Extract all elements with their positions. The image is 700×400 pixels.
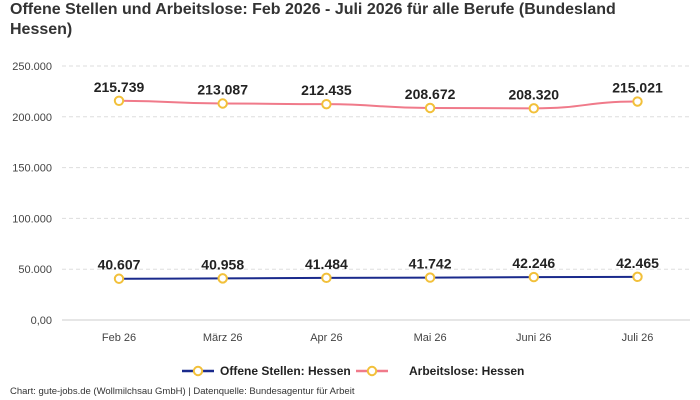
data-label: 40.958: [201, 256, 244, 272]
data-point: [424, 272, 436, 283]
data-point: [528, 103, 539, 114]
legend-marker: [192, 365, 204, 377]
data-label: 42.246: [512, 255, 555, 271]
data-point: [321, 272, 332, 284]
x-tick-label: Mai 26: [414, 332, 447, 344]
data-label: 41.742: [409, 256, 452, 272]
data-label: 213.087: [197, 82, 248, 98]
data-label: 42.465: [616, 255, 659, 271]
data-point: [424, 102, 436, 114]
series-line-1: [118, 275, 638, 280]
legend-label: Arbeitslose: Hessen: [409, 364, 524, 378]
data-label: 215.739: [94, 79, 145, 95]
y-tick-label: 0,00: [31, 315, 52, 327]
data-label: 41.484: [305, 256, 348, 272]
x-tick-label: Juli 26: [622, 332, 654, 344]
y-tick-label: 50.000: [18, 264, 52, 276]
chart-footer: Chart: gute-jobs.de (Wollmilchsau GmbH) …: [10, 386, 355, 397]
y-tick-label: 200.000: [12, 112, 52, 124]
data-point: [217, 273, 228, 284]
series-line-2: [118, 99, 638, 110]
data-label: 212.435: [301, 82, 352, 98]
data-label: 208.320: [508, 86, 559, 102]
data-point: [632, 271, 643, 283]
legend-label: Offene Stellen: Hessen: [220, 364, 351, 378]
data-label: 208.672: [405, 86, 456, 102]
y-tick-label: 250.000: [12, 61, 52, 73]
data-label: 40.607: [98, 257, 141, 273]
x-tick-label: Feb 26: [102, 332, 136, 344]
data-point: [217, 98, 228, 109]
y-tick-label: 150.000: [12, 163, 52, 175]
x-tick-label: Juni 26: [516, 332, 551, 344]
data-point: [321, 98, 332, 110]
data-point: [632, 96, 643, 107]
data-point: [113, 95, 125, 107]
data-point: [528, 271, 539, 283]
data-label: 215.021: [612, 80, 663, 96]
data-point: [113, 273, 125, 284]
legend-marker: [366, 365, 378, 377]
x-tick-label: März 26: [203, 332, 243, 344]
chart-title: Offene Stellen und Arbeitslose: Feb 2026…: [10, 1, 616, 38]
y-tick-label: 100.000: [12, 213, 52, 225]
x-tick-label: Apr 26: [310, 332, 342, 344]
